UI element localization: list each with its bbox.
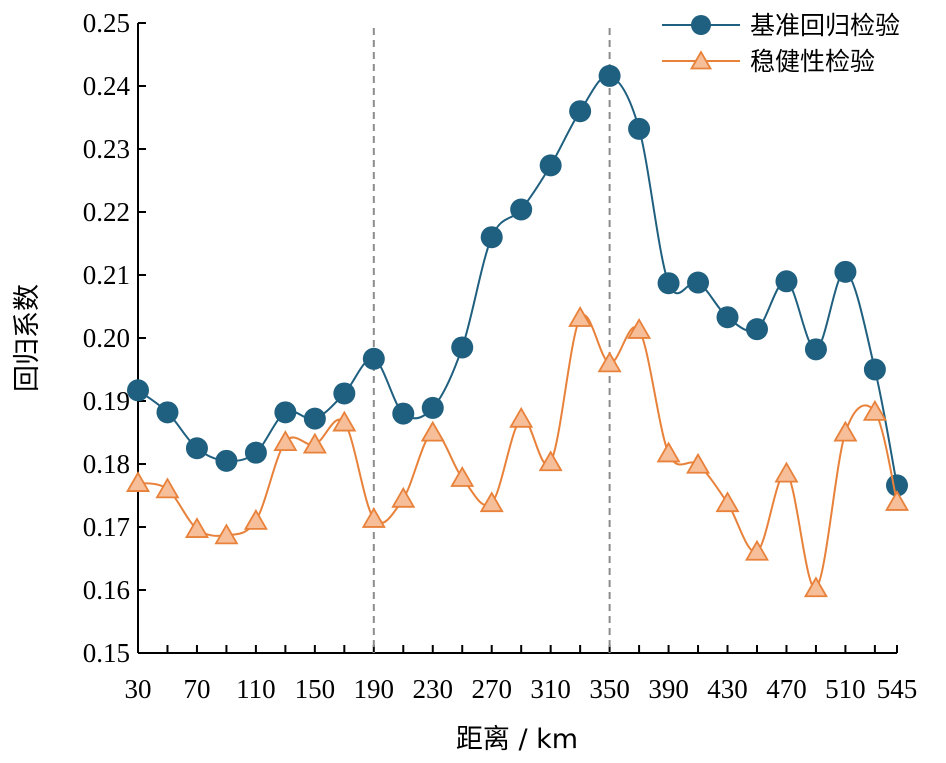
data-point-triangle: [509, 406, 534, 428]
data-point-circle: [745, 318, 768, 341]
data-point-circle: [480, 226, 503, 249]
x-tick-label: 150: [295, 674, 336, 704]
data-point-triangle: [568, 306, 593, 327]
legend-label: 基准回归检验: [750, 11, 900, 40]
data-point-triangle: [715, 491, 740, 513]
x-tick-label: 270: [471, 674, 512, 704]
data-point-triangle: [479, 491, 504, 513]
data-point-triangle: [361, 507, 386, 528]
data-point-circle: [451, 336, 474, 359]
data-point-circle: [303, 407, 326, 430]
data-point-circle: [804, 338, 827, 361]
y-axis-title: 回归系数: [12, 284, 43, 392]
data-point-circle: [863, 358, 886, 381]
data-point-circle: [421, 396, 444, 419]
x-tick-label: 390: [648, 674, 689, 704]
legend-marker-circle: [691, 15, 711, 35]
x-tick-label: 110: [236, 674, 276, 704]
legend-label: 稳健性检验: [750, 47, 875, 76]
data-point-triangle: [420, 420, 445, 442]
data-point-triangle: [214, 523, 239, 545]
data-point-triangle: [450, 466, 475, 487]
data-point-triangle: [686, 452, 711, 474]
y-tick-label: 0.20: [83, 323, 130, 353]
series-robustness: [125, 306, 910, 598]
data-point-triangle: [833, 420, 858, 442]
data-point-circle: [274, 401, 297, 424]
data-point-triangle: [155, 477, 180, 499]
data-point-triangle: [391, 486, 416, 508]
y-tick-label: 0.18: [83, 449, 130, 479]
data-point-circle: [215, 449, 238, 472]
data-point-triangle: [243, 508, 268, 530]
x-tick-label: 470: [766, 674, 807, 704]
data-point-circle: [834, 260, 857, 283]
data-point-triangle: [302, 432, 327, 454]
y-tick-label: 0.21: [83, 260, 130, 290]
x-axis-title: 距离 / km: [456, 724, 578, 755]
data-point-triangle: [862, 399, 887, 421]
x-tick-label: 230: [413, 674, 454, 704]
data-point-triangle: [627, 318, 652, 339]
y-tick-label: 0.17: [83, 512, 130, 542]
data-point-triangle: [884, 489, 910, 511]
x-tick-label: 310: [530, 674, 571, 704]
data-point-circle: [185, 437, 208, 460]
data-point-triangle: [744, 539, 769, 561]
data-point-circle: [598, 64, 621, 87]
y-tick-label: 0.15: [83, 638, 130, 668]
y-tick-label: 0.19: [83, 386, 130, 416]
series-group: [125, 64, 910, 598]
y-tick-label: 0.23: [83, 134, 130, 164]
x-tick-label: 430: [707, 674, 748, 704]
x-tick-label: 350: [589, 674, 630, 704]
x-tick-label: 510: [825, 674, 866, 704]
x-tick-label: 190: [354, 674, 395, 704]
data-point-circle: [628, 117, 651, 140]
y-tick-label: 0.25: [83, 8, 130, 38]
data-point-circle: [539, 154, 562, 177]
data-point-triangle: [774, 461, 799, 483]
data-point-triangle: [538, 450, 563, 472]
legend-item: 稳健性检验: [662, 47, 875, 76]
legend-item: 基准回归检验: [662, 11, 900, 40]
data-point-circle: [392, 402, 415, 425]
data-point-circle: [716, 306, 739, 329]
data-point-triangle: [597, 351, 622, 373]
x-tick-label: 70: [183, 674, 210, 704]
x-tick-label: 30: [125, 674, 152, 704]
data-point-triangle: [656, 441, 681, 463]
data-point-triangle: [273, 430, 298, 452]
data-point-circle: [569, 100, 592, 123]
data-point-circle: [127, 379, 149, 402]
data-point-circle: [510, 198, 533, 221]
data-point-triangle: [332, 410, 357, 432]
legend-marker-triangle: [689, 50, 713, 70]
data-point-circle: [775, 270, 798, 293]
data-point-circle: [657, 272, 680, 295]
y-tick-label: 0.16: [83, 575, 130, 605]
reference-lines: [372, 28, 611, 653]
data-point-triangle: [184, 517, 209, 538]
data-point-circle: [886, 474, 908, 497]
series-baseline: [127, 64, 908, 497]
data-point-circle: [333, 382, 356, 405]
data-point-circle: [156, 401, 179, 424]
x-tick-label: 545: [877, 674, 918, 704]
data-point-triangle: [803, 576, 828, 598]
data-point-triangle: [125, 471, 151, 492]
axes: 0.15 0.16 0.17 0.18 0.19 0.20 0.21 0.22 0.23 0.24…: [83, 8, 918, 704]
data-point-circle: [687, 271, 710, 294]
data-point-circle: [244, 441, 267, 464]
y-tick-label: 0.22: [83, 197, 130, 227]
data-point-circle: [362, 347, 385, 370]
y-tick-label: 0.24: [83, 71, 131, 101]
